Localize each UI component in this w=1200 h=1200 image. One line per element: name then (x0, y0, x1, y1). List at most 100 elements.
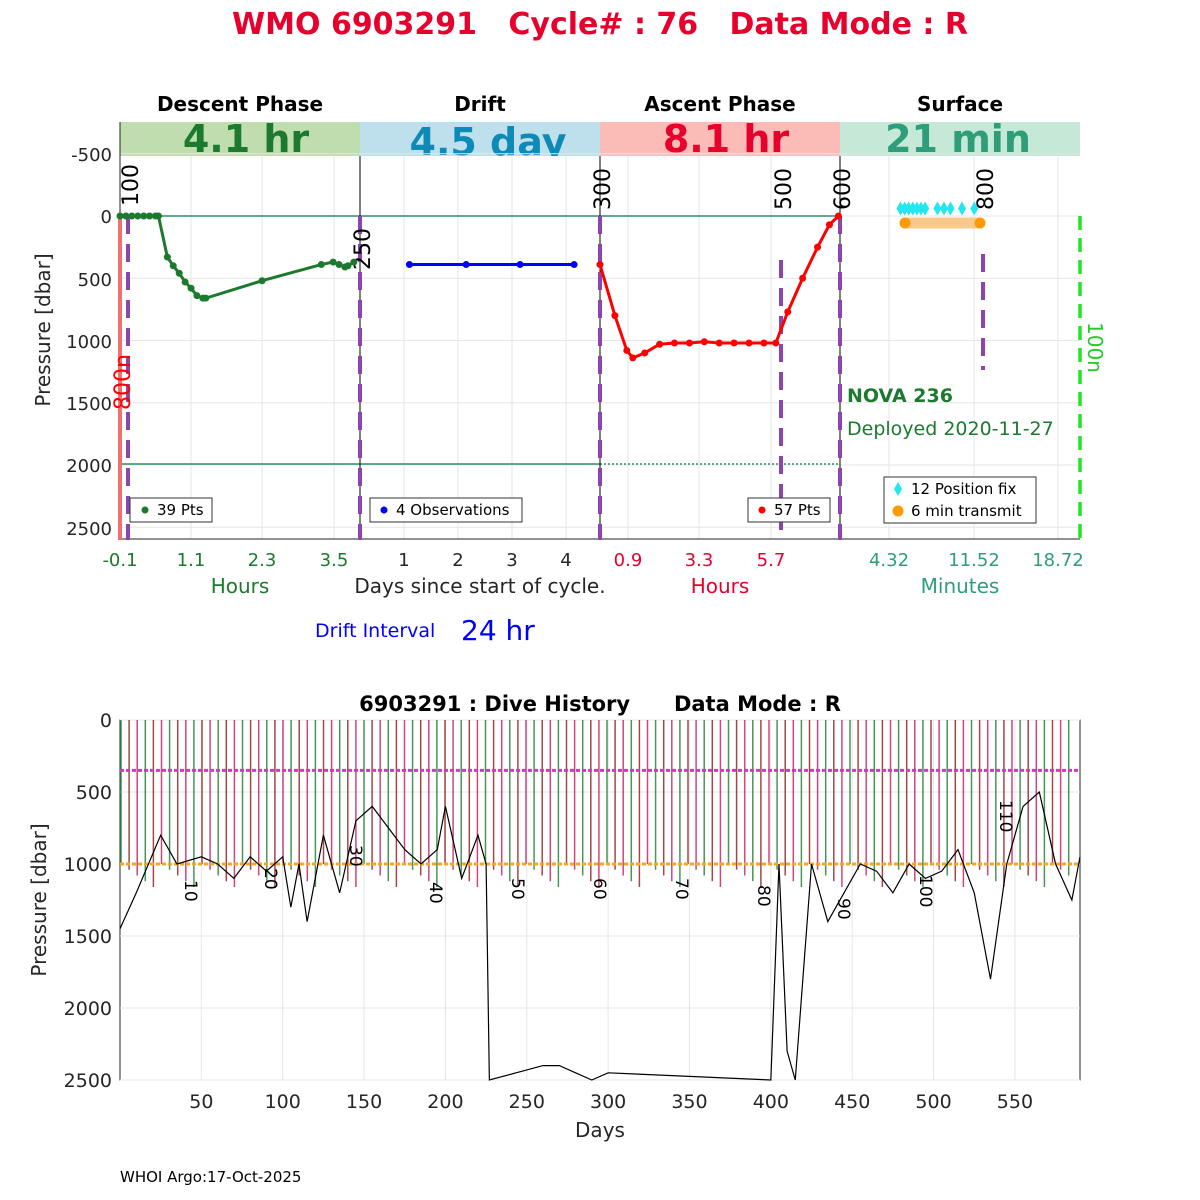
top-ytick: 1000 (66, 332, 112, 353)
bottom-xtick: 300 (590, 1091, 626, 1113)
data-point-ascent (799, 274, 807, 282)
xtick-ascent: 0.9 (614, 550, 643, 571)
top-ytick: 500 (78, 270, 112, 291)
bottom-xticks: 50 100 150 200 250 300 350 400 450 500 550 (189, 1091, 1033, 1113)
xlabel-drift: Days since start of cycle. (354, 574, 605, 598)
cycle-number-label: 20 (260, 868, 280, 890)
bottom-xtick: 150 (346, 1091, 382, 1113)
xtick-descent: 1.1 (177, 550, 206, 571)
legend-marker-diamond (894, 482, 902, 496)
legend-text: 6 min transmit (911, 502, 1022, 520)
position-fix-point (900, 201, 909, 216)
bottom-xtick: 550 (997, 1091, 1033, 1113)
duration-descent: 4.1 hr (183, 117, 310, 161)
bottom-stems (120, 720, 1070, 888)
data-point-descent (154, 212, 162, 220)
position-fix-point (896, 201, 905, 216)
cycle-number-label: 10 (180, 880, 200, 902)
legend-surface: 12 Position fix 6 min transmit (883, 476, 1037, 524)
cycle-number-label: 80 (753, 885, 773, 907)
dive-history-title: 6903291 : Dive History Data Mode : R (359, 692, 841, 716)
data-point-ascent (745, 339, 753, 347)
phase-title-ascent: Ascent Phase (644, 92, 795, 116)
top-yticks: -500 0 500 1000 1500 2000 2500 (66, 145, 112, 540)
marker-label-100: 100 (119, 164, 144, 206)
data-point-descent (202, 294, 210, 302)
phase-title-descent: Descent Phase (157, 92, 323, 116)
position-fix-point (921, 201, 930, 216)
marker-label-800: 800 (974, 168, 999, 210)
position-fix-point (908, 201, 917, 216)
legend-drift: 4 Observations (369, 497, 523, 523)
bottom-ytick: 1000 (64, 854, 112, 876)
bottom-series (119, 790, 1081, 1081)
top-ytick: 2500 (66, 519, 112, 540)
legend-box (369, 497, 523, 523)
position-fix-point (970, 201, 979, 216)
cycle-number-label: 40 (425, 882, 445, 904)
marker-label-800n: 800n (111, 354, 136, 410)
legend-marker (758, 506, 766, 514)
duration-band-surface (840, 122, 1080, 156)
marker-label-600: 600 (831, 168, 856, 210)
duration-band-ascent (600, 122, 840, 156)
top-ylabel: Pressure [dbar] (31, 253, 55, 406)
data-point-descent (146, 212, 154, 220)
bottom-xtick: 250 (509, 1091, 545, 1113)
marker-label-100n: 100n (1083, 322, 1107, 373)
data-point-descent (193, 292, 201, 300)
phase-separators (118, 156, 1082, 540)
phase-title-drift: Drift (454, 92, 506, 116)
bottom-xtick: 450 (834, 1091, 870, 1113)
data-point-ascent (760, 339, 768, 347)
position-fix-point (912, 201, 921, 216)
data-point-descent (187, 284, 195, 292)
data-point-ascent (629, 354, 637, 362)
bottom-ytick: 1500 (64, 926, 112, 948)
data-point-ascent (784, 308, 792, 316)
data-point-ascent (715, 339, 723, 347)
xtick-drift: 4 (560, 550, 571, 571)
drift-interval-label: Drift Interval (315, 620, 435, 642)
xtick-surface: 4.32 (869, 550, 909, 571)
cycle-number-label: 30 (345, 845, 365, 867)
data-point-descent (122, 212, 130, 220)
position-fix-point (939, 201, 948, 216)
xlabel-surface: Minutes (921, 574, 1000, 598)
xlabel-descent: Hours (211, 574, 270, 598)
data-point-drift (462, 261, 470, 269)
xtick-surface: 18.72 (1032, 550, 1084, 571)
phase-title-surface: Surface (917, 92, 1003, 116)
data-point-descent (169, 262, 177, 270)
cycle-number-label: 90 (833, 898, 853, 920)
top-ytick: 1500 (66, 394, 112, 415)
data-point-descent (258, 277, 266, 285)
bottom-xtick: 500 (915, 1091, 951, 1113)
footer-credit: WHOI Argo:17-Oct-2025 (120, 1168, 301, 1186)
legend-text: 4 Observations (396, 501, 510, 519)
xtick-drift: 1 (398, 550, 409, 571)
data-point-ascent (641, 349, 649, 357)
data-point-descent (329, 258, 337, 266)
marker-label-300: 300 (591, 168, 616, 210)
drift-interval-value: 24 hr (461, 614, 535, 647)
top-xticks: -0.1 1.1 2.3 3.5 1 2 3 4 0.9 3.3 5.7 4.3… (102, 550, 1083, 571)
legend-marker (141, 506, 149, 514)
xtick-ascent: 5.7 (757, 550, 786, 571)
top-ytick: 0 (101, 207, 112, 228)
data-point-ascent (596, 261, 604, 269)
data-point-ascent (700, 338, 708, 346)
legend-text: 39 Pts (157, 501, 204, 519)
top-series (116, 201, 979, 362)
data-point-ascent (814, 243, 822, 251)
data-point-ascent (671, 339, 678, 347)
data-point-descent (181, 278, 189, 286)
cycle-labels: 10 20 30 40 50 60 70 80 90 100 110 (180, 800, 1015, 920)
cycle-number-label: 50 (507, 878, 527, 900)
top-chart: Descent Phase Drift Ascent Phase Surface… (31, 92, 1107, 647)
bottom-ytick: 0 (100, 710, 112, 732)
data-point-descent (134, 212, 142, 220)
data-point-ascent (834, 212, 842, 220)
data-point-ascent (730, 339, 738, 347)
bottom-xtick: 400 (753, 1091, 789, 1113)
